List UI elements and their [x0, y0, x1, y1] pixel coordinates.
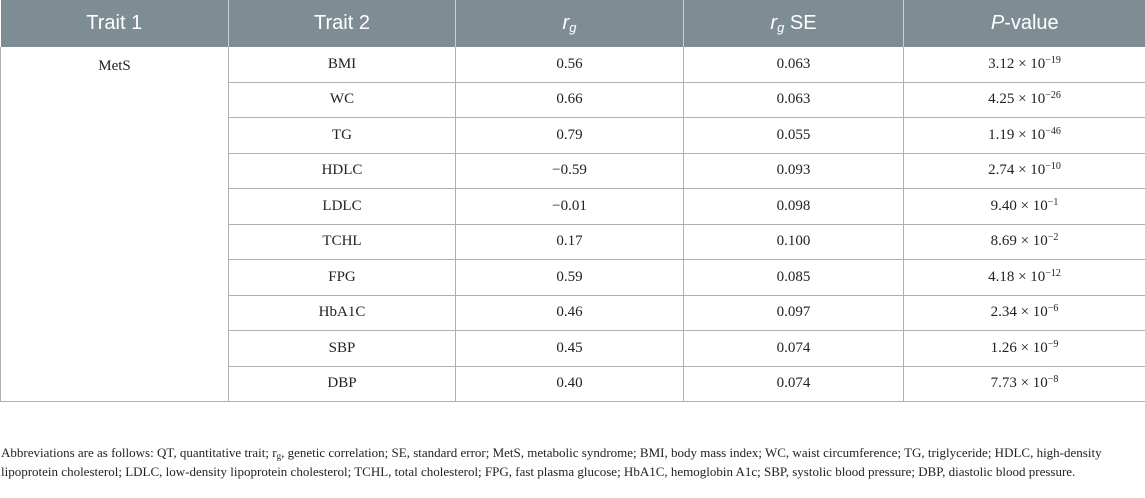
trait2-cell: WC	[228, 82, 456, 118]
header-rg-se: rg SE	[683, 0, 904, 47]
p-exponent: −12	[1045, 267, 1061, 279]
trait2-cell: HbA1C	[228, 295, 456, 331]
table-row: TG 0.79 0.055 1.19 × 10−46	[1, 117, 1145, 154]
table-row: FPG 0.59 0.085 4.18 × 10−12	[1, 259, 1145, 296]
p-mantissa: 4.25 × 10	[988, 91, 1046, 108]
rg-se-cell: 0.100	[683, 224, 904, 260]
trait2-cell: BMI	[228, 47, 456, 83]
table-row: WC 0.66 0.063 4.25 × 10−26	[1, 82, 1145, 118]
footnote-part2: , genetic correlation; SE, standard erro…	[1, 445, 1102, 479]
p-value-cell: 7.73 × 10−8	[903, 366, 1145, 402]
rg-cell: 0.45	[455, 330, 684, 367]
header-rgse-base: r	[770, 12, 778, 34]
p-mantissa: 3.12 × 10	[988, 55, 1046, 72]
footnote-sub: g	[276, 451, 282, 461]
table-row: MetS BMI 0.56 0.063 3.12 × 10−19	[0, 47, 1145, 402]
header-row: Trait 1 Trait 2 rg rg SE P-value	[0, 0, 1145, 47]
trait1-value: MetS	[98, 58, 131, 74]
header-trait1-text: Trait 1	[86, 12, 143, 34]
p-mantissa: 2.34 × 10	[990, 304, 1048, 321]
p-exponent: −1	[1047, 196, 1059, 208]
p-mantissa: 9.40 × 10	[990, 197, 1048, 214]
p-value-cell: 3.12 × 10−19	[903, 47, 1145, 83]
genetic-correlation-table: Trait 1 Trait 2 rg rg SE P-value MetS BM…	[0, 0, 1145, 402]
rg-se-cell: 0.098	[683, 188, 904, 225]
header-rg-base: r	[562, 12, 570, 34]
table-footnote: Abbreviations are as follows: QT, quanti…	[1, 443, 1141, 481]
table-row: DBP 0.40 0.074 7.73 × 10−8	[1, 366, 1145, 402]
rg-se-cell: 0.074	[683, 330, 904, 367]
rg-cell: 0.17	[455, 224, 684, 260]
p-exponent: −10	[1045, 161, 1061, 173]
header-p-value: P-value	[903, 0, 1145, 47]
rg-cell: 0.40	[455, 366, 684, 402]
p-value-cell: 9.40 × 10−1	[903, 188, 1145, 225]
rg-se-cell: 0.097	[683, 295, 904, 331]
p-exponent: −6	[1047, 303, 1059, 315]
trait1-cell: MetS	[0, 47, 229, 402]
p-mantissa: 2.74 × 10	[988, 162, 1046, 179]
p-mantissa: 1.26 × 10	[990, 339, 1048, 356]
trait2-cell: TCHL	[228, 224, 456, 260]
rg-cell: 0.46	[455, 295, 684, 331]
table-row: HbA1C 0.46 0.097 2.34 × 10−6	[1, 295, 1145, 331]
trait2-cell: LDLC	[228, 188, 456, 225]
p-value-cell: 1.26 × 10−9	[903, 330, 1145, 367]
p-exponent: −2	[1047, 232, 1059, 244]
rg-se-cell: 0.063	[683, 47, 904, 83]
trait2-cell: HDLC	[228, 153, 456, 189]
p-exponent: −8	[1047, 374, 1059, 386]
p-mantissa: 8.69 × 10	[990, 233, 1048, 250]
p-value-cell: 2.34 × 10−6	[903, 295, 1145, 331]
header-rgse-suffix: SE	[784, 12, 817, 34]
p-exponent: −26	[1045, 90, 1061, 102]
header-trait2-text: Trait 2	[314, 12, 370, 34]
rg-cell: 0.59	[455, 259, 684, 296]
p-mantissa: 1.19 × 10	[988, 126, 1046, 143]
table-row: SBP 0.45 0.074 1.26 × 10−9	[1, 330, 1145, 367]
rg-cell: 0.66	[455, 82, 684, 118]
p-mantissa: 7.73 × 10	[990, 375, 1048, 392]
rg-cell: 0.56	[455, 47, 684, 83]
p-value-cell: 1.19 × 10−46	[903, 117, 1145, 154]
rg-se-cell: 0.063	[683, 82, 904, 118]
header-rg-sub: g	[569, 20, 577, 35]
trait2-cell: FPG	[228, 259, 456, 296]
rg-se-cell: 0.093	[683, 153, 904, 189]
rg-se-cell: 0.055	[683, 117, 904, 154]
p-value-cell: 2.74 × 10−10	[903, 153, 1145, 189]
header-trait2: Trait 2	[228, 0, 456, 47]
p-exponent: −19	[1045, 54, 1061, 66]
footnote-part1: Abbreviations are as follows: QT, quanti…	[1, 445, 277, 460]
p-value-cell: 8.69 × 10−2	[903, 224, 1145, 260]
p-mantissa: 4.18 × 10	[988, 268, 1046, 285]
p-value-cell: 4.18 × 10−12	[903, 259, 1145, 296]
rg-cell: −0.59	[455, 153, 684, 189]
header-trait1: Trait 1	[0, 0, 229, 47]
p-value-cell: 4.25 × 10−26	[903, 82, 1145, 118]
rg-se-cell: 0.074	[683, 366, 904, 402]
rg-cell: −0.01	[455, 188, 684, 225]
trait2-cell: TG	[228, 117, 456, 154]
rg-se-cell: 0.085	[683, 259, 904, 296]
rg-cell: 0.79	[455, 117, 684, 154]
table-row: HDLC −0.59 0.093 2.74 × 10−10	[1, 153, 1145, 189]
header-rg: rg	[455, 0, 684, 47]
header-rgse-sub: g	[777, 20, 785, 35]
trait2-cell: DBP	[228, 366, 456, 402]
header-p-suffix: -value	[1004, 12, 1059, 34]
trait2-cell: SBP	[228, 330, 456, 367]
p-exponent: −46	[1045, 125, 1061, 137]
header-p-italic: P	[990, 12, 1005, 34]
table-row: TCHL 0.17 0.100 8.69 × 10−2	[1, 224, 1145, 260]
p-exponent: −9	[1047, 338, 1059, 350]
table-row: LDLC −0.01 0.098 9.40 × 10−1	[1, 188, 1145, 225]
